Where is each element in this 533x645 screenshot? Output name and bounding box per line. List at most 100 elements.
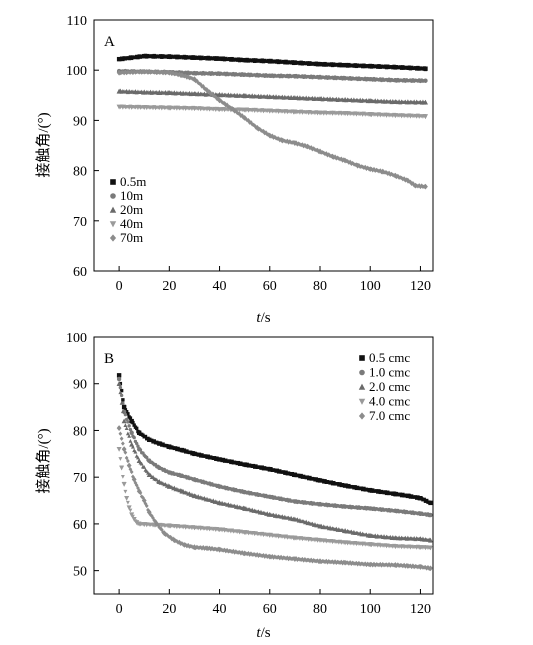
data-point <box>427 537 434 543</box>
legend-label: 4.0 cmc <box>369 394 410 409</box>
data-point <box>317 538 323 543</box>
x-tick-label: 80 <box>313 602 327 617</box>
data-point <box>292 140 298 146</box>
data-point <box>254 125 260 131</box>
panel-letter: B <box>104 351 114 367</box>
data-point <box>267 94 273 100</box>
data-point <box>267 511 273 517</box>
data-point <box>196 80 201 86</box>
data-point <box>242 107 248 113</box>
data-point <box>409 564 414 570</box>
data-point <box>367 166 373 172</box>
data-point <box>192 55 197 60</box>
data-point <box>217 107 223 112</box>
data-point <box>245 551 250 557</box>
data-point <box>342 528 348 534</box>
data-point <box>134 441 139 446</box>
data-point <box>403 564 408 569</box>
data-point <box>121 446 127 453</box>
data-point <box>217 457 222 462</box>
data-point <box>292 109 298 115</box>
data-point <box>301 558 306 563</box>
data-point <box>137 70 142 75</box>
data-point <box>399 563 404 568</box>
data-point <box>124 409 129 414</box>
data-point <box>129 441 135 447</box>
panel-letter: A <box>104 34 115 50</box>
data-point <box>303 142 307 148</box>
data-point <box>157 441 162 446</box>
data-point <box>261 553 266 558</box>
data-point <box>217 484 222 489</box>
data-point <box>127 434 132 438</box>
data-point <box>136 458 142 464</box>
data-point <box>176 72 180 78</box>
data-point <box>387 562 391 567</box>
data-point <box>365 561 370 567</box>
data-point <box>292 95 298 101</box>
data-point <box>171 537 177 544</box>
data-point <box>279 137 285 144</box>
data-point <box>139 494 144 499</box>
data-point <box>392 544 398 549</box>
data-point <box>129 512 135 518</box>
data-point <box>210 91 214 96</box>
data-point <box>217 527 223 533</box>
data-point <box>116 69 122 76</box>
data-point <box>169 71 174 77</box>
data-point <box>270 553 275 559</box>
data-point <box>139 70 144 75</box>
x-tick-label: 60 <box>263 602 277 617</box>
data-point <box>116 376 122 382</box>
data-point <box>342 559 348 566</box>
data-point <box>292 60 298 65</box>
data-point <box>267 532 273 538</box>
data-point <box>116 88 122 94</box>
data-point <box>392 113 398 119</box>
data-point <box>384 562 389 567</box>
y-axis-label: 接触角/(°) <box>35 428 52 493</box>
data-point <box>131 70 135 76</box>
data-point <box>179 473 185 478</box>
legend-marker <box>358 412 366 420</box>
data-point <box>122 70 127 76</box>
data-point <box>300 556 305 562</box>
chart-panel-a: 0 20 40 60 80 100 120 60 70 80 90 100 110 A 接触角/(°) t/s… <box>35 14 434 326</box>
y-tick-label: 60 <box>73 518 87 533</box>
data-point <box>153 519 158 524</box>
data-point <box>191 106 197 111</box>
data-point <box>116 381 122 386</box>
data-point <box>267 553 273 560</box>
series-1 <box>116 373 433 506</box>
data-point <box>372 561 376 567</box>
data-point <box>368 77 373 82</box>
data-point <box>121 398 125 402</box>
data-point <box>276 554 281 560</box>
data-point <box>185 75 189 80</box>
data-point <box>222 547 227 553</box>
data-point <box>198 545 203 550</box>
data-point <box>405 177 411 184</box>
data-point <box>267 132 273 139</box>
data-point <box>234 108 238 114</box>
legend-marker <box>109 234 117 242</box>
x-tick-label: 40 <box>213 602 227 617</box>
data-point <box>330 153 335 160</box>
data-point <box>126 412 130 416</box>
data-point <box>124 70 129 76</box>
y-tick-label: 100 <box>66 64 87 79</box>
data-point <box>128 467 133 472</box>
data-point <box>168 534 173 540</box>
data-point <box>267 494 272 500</box>
data-point <box>124 496 130 501</box>
data-point <box>124 426 129 431</box>
data-point <box>183 73 188 79</box>
data-point <box>134 520 140 526</box>
data-point <box>118 431 123 436</box>
data-point <box>393 78 398 83</box>
data-point <box>167 54 172 59</box>
data-point <box>379 563 384 568</box>
data-point <box>259 128 263 133</box>
data-point <box>267 467 272 472</box>
data-point <box>179 488 185 494</box>
